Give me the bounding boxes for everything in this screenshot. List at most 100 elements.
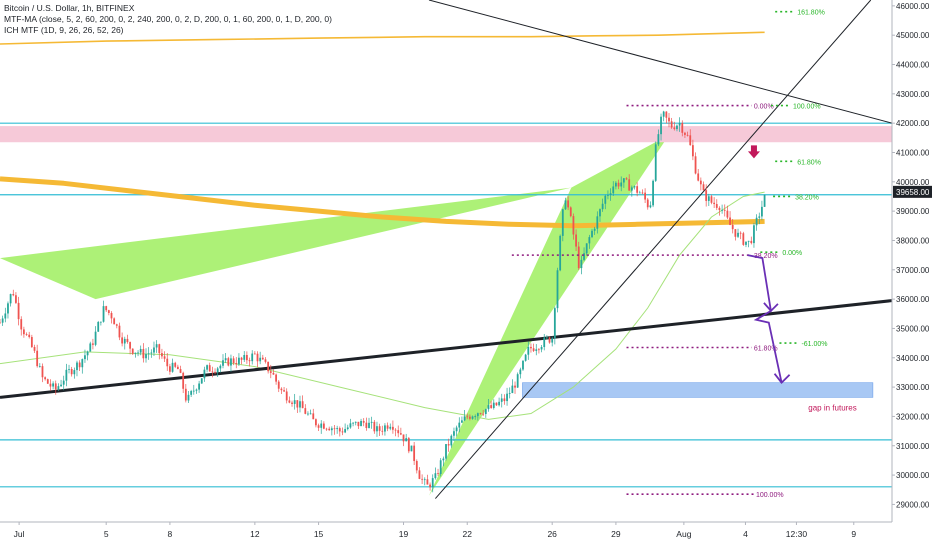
candle-body (607, 194, 609, 196)
candle-body (219, 365, 222, 369)
candle-body (514, 385, 516, 388)
candle-body (394, 429, 397, 431)
candle-body (644, 192, 647, 200)
ichimoku-indicator-label[interactable]: ICH MTF (1D, 9, 26, 26, 52, 26) (4, 25, 124, 35)
candle-body (105, 306, 108, 311)
price-tick-label: 41000.00 (896, 148, 930, 157)
candle-body (415, 461, 418, 471)
candle-body (227, 358, 230, 366)
candle-body (76, 362, 78, 371)
candle-body (368, 422, 370, 428)
candle-body (30, 337, 33, 348)
candle-body (352, 422, 354, 424)
candle-body (179, 369, 182, 373)
candle-body (365, 422, 368, 428)
time-tick-label: 12:30 (786, 529, 808, 539)
candle-body (52, 383, 54, 387)
candle-body (73, 370, 76, 375)
candle-body (94, 331, 97, 345)
candle-body (569, 207, 572, 217)
time-tick-label: Aug (676, 529, 691, 539)
candle-body (431, 478, 434, 488)
candle-body (450, 435, 453, 446)
candle-body (293, 400, 296, 404)
candle-body (407, 438, 410, 452)
candle-body (333, 428, 336, 430)
candle-body (288, 400, 291, 403)
candle-body (410, 445, 413, 452)
candle-body (238, 357, 240, 365)
price-tick-label: 42000.00 (896, 119, 930, 128)
candle-body (256, 353, 259, 362)
candle-body (524, 354, 527, 361)
candle-body (492, 402, 495, 408)
candle-body (617, 182, 620, 187)
candle-body (198, 383, 201, 390)
candle-body (413, 445, 416, 462)
candle-body (57, 386, 60, 390)
candle-body (506, 393, 508, 402)
candle-body (707, 196, 710, 201)
candle-body (253, 353, 256, 355)
candle-body (466, 416, 469, 418)
candle-body (84, 355, 86, 360)
candle-body (691, 145, 694, 157)
candle-body (285, 391, 288, 401)
candle-body (211, 371, 214, 373)
candle-body (503, 398, 506, 402)
candle-body (78, 362, 81, 368)
candle-body (628, 179, 631, 191)
candle-body (532, 348, 535, 351)
candle-body (65, 369, 68, 381)
time-tick-label: 8 (168, 529, 173, 539)
mtf-ma-indicator-label[interactable]: MTF-MA (close, 5, 2, 60, 200, 0, 2, 240,… (4, 14, 332, 24)
candle-body (171, 362, 174, 372)
candle-body (232, 358, 235, 364)
candle-body (575, 234, 577, 247)
candle-body (62, 380, 65, 385)
candle-body (89, 343, 92, 352)
candle-body (615, 182, 617, 187)
candle-body (166, 358, 169, 367)
candle-body (397, 430, 400, 434)
candle-body (670, 121, 673, 128)
candle-body (126, 338, 129, 343)
candle-body (545, 337, 548, 339)
candle-body (434, 473, 437, 479)
candle-body (564, 200, 567, 210)
candle-body (437, 473, 439, 475)
candle-body (46, 379, 49, 384)
candle-body (110, 312, 113, 319)
harmonic-leg-xab (0, 187, 572, 300)
candle-body (604, 195, 607, 204)
time-tick-label: 12 (250, 529, 260, 539)
candle-body (599, 209, 601, 217)
candle-body (622, 178, 625, 183)
candle-body (153, 347, 155, 353)
candle-body (41, 366, 44, 378)
candle-body (115, 324, 118, 326)
candle-body (341, 431, 344, 433)
candle-body (461, 420, 463, 423)
candle-body (150, 352, 153, 354)
candle-body (561, 209, 564, 236)
candle-body (344, 429, 347, 433)
candle-body (487, 405, 490, 410)
candle-body (283, 390, 285, 392)
candle-body (527, 346, 530, 355)
candle-body (742, 233, 745, 245)
candle-body (346, 427, 349, 430)
candle-body (328, 428, 331, 431)
candle-body (107, 310, 110, 313)
fib-label-purple: 0.00% (754, 104, 774, 111)
candle-body (243, 354, 246, 360)
candle-body (673, 127, 676, 130)
candle-body (386, 425, 389, 429)
candle-body (633, 186, 636, 188)
candle-body (137, 352, 139, 354)
candle-body (200, 378, 203, 384)
price-tick-label: 45000.00 (896, 31, 930, 40)
current-price-label: 39658.00 (896, 188, 930, 197)
candle-body (713, 202, 716, 205)
